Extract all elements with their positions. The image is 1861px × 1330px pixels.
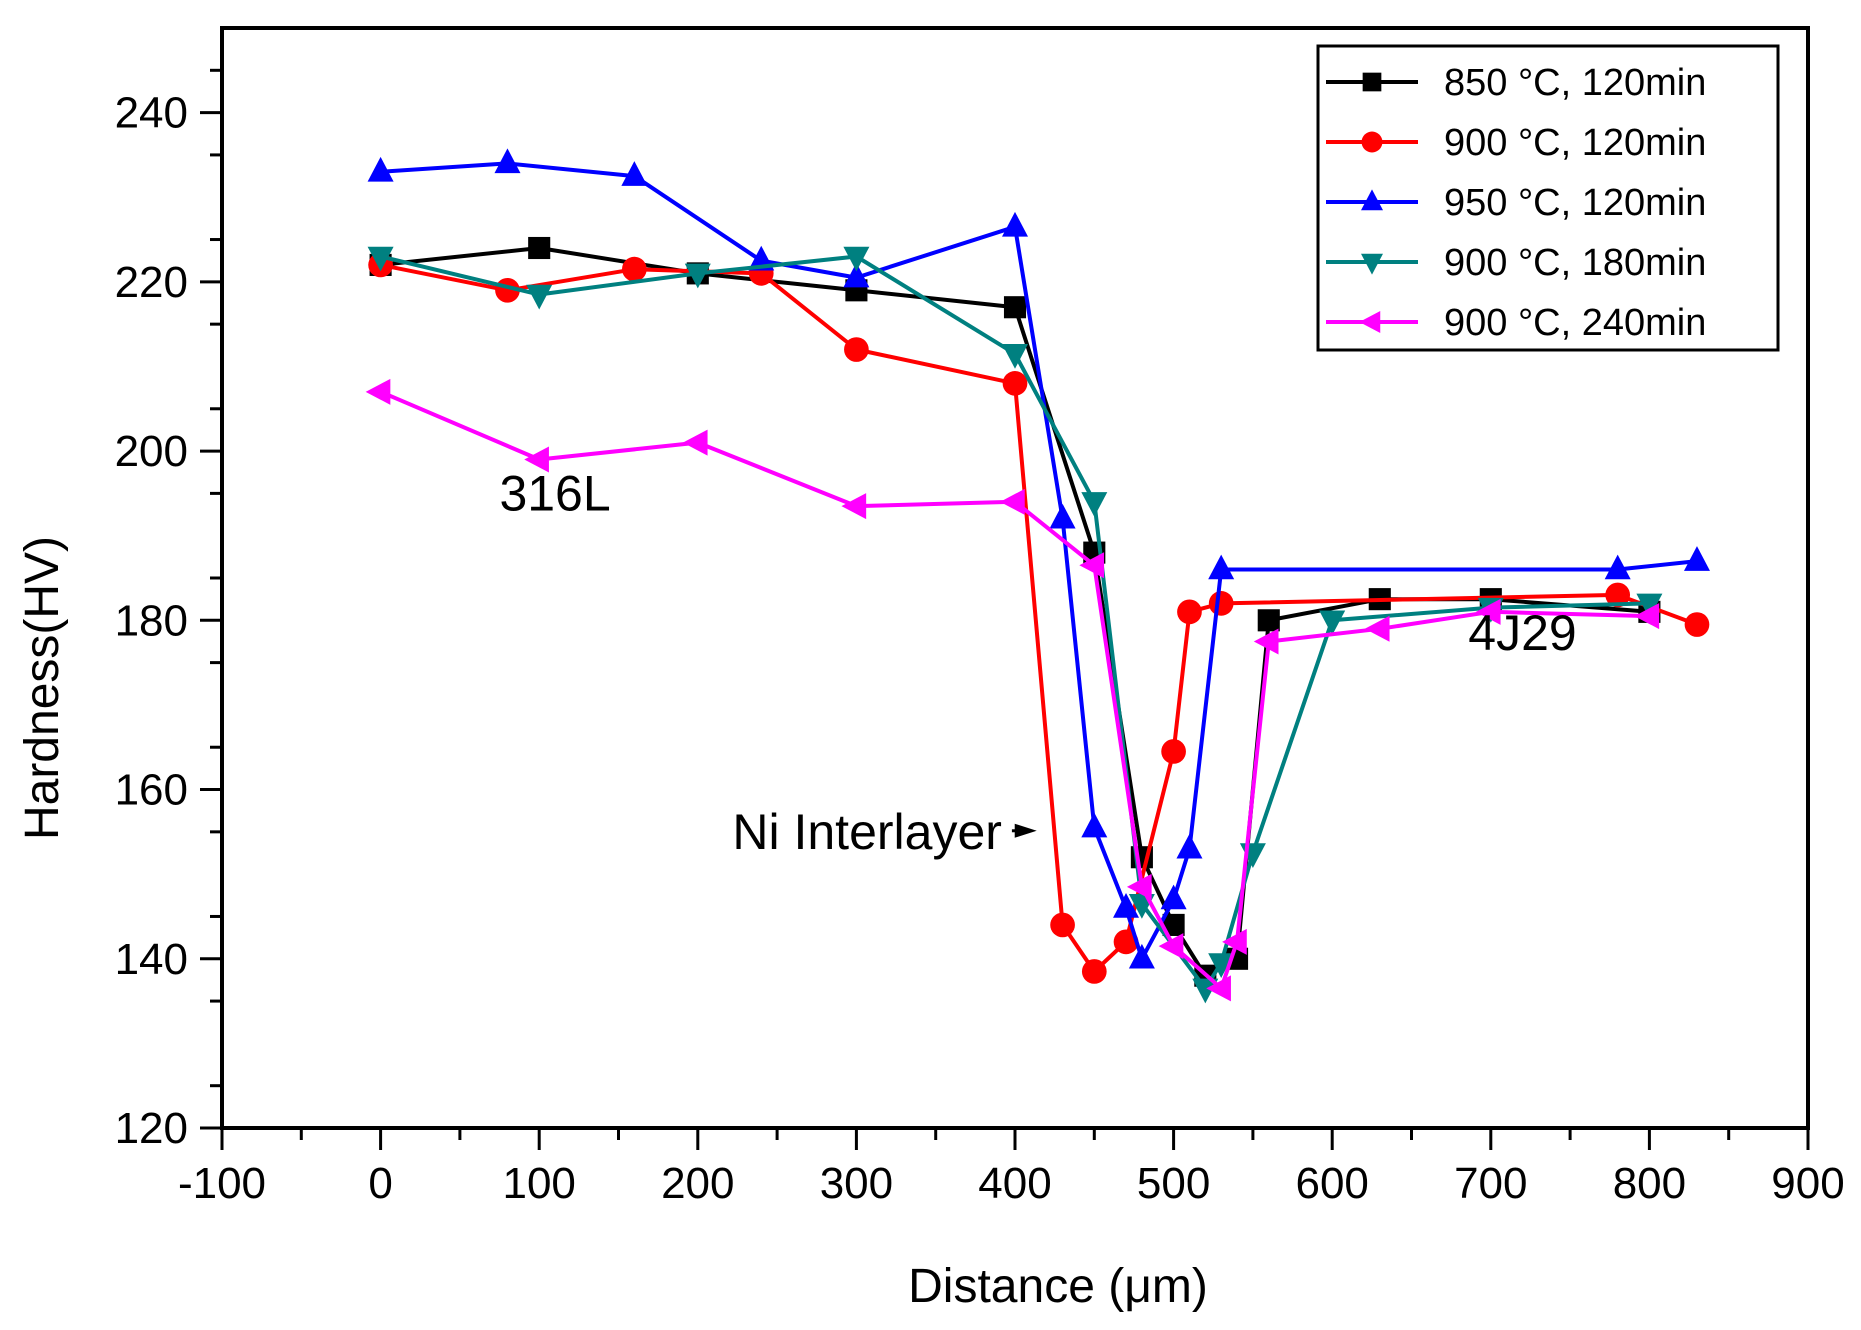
legend-marker — [1361, 253, 1383, 275]
data-point — [1192, 978, 1219, 1004]
legend-marker — [1362, 72, 1382, 92]
x-tick-label: 800 — [1613, 1159, 1686, 1208]
data-point — [1177, 599, 1202, 625]
data-point — [1160, 884, 1187, 910]
y-tick-label: 120 — [115, 1104, 188, 1153]
legend-label: 850 °C, 120min — [1444, 62, 1706, 104]
data-point — [1049, 503, 1076, 529]
data-point — [494, 148, 521, 174]
data-point — [528, 236, 551, 260]
legend-marker — [1361, 131, 1383, 153]
data-point — [1003, 296, 1027, 319]
y-tick-label: 180 — [115, 596, 188, 645]
data-point — [1475, 598, 1501, 625]
x-tick-label: 100 — [502, 1159, 575, 1208]
data-point — [1002, 211, 1028, 237]
data-point — [844, 337, 869, 362]
x-tick-label: 500 — [1137, 1159, 1210, 1208]
legend-label: 950 °C, 120min — [1444, 182, 1706, 224]
data-point — [1162, 913, 1185, 936]
data-point — [1002, 371, 1028, 396]
series-4 — [367, 246, 1663, 1004]
x-tick-label: -100 — [178, 1159, 266, 1208]
annotation-arrowhead — [1014, 823, 1037, 838]
series-line — [379, 389, 1650, 991]
x-tick-label: 600 — [1295, 1159, 1368, 1208]
data-point — [1257, 609, 1280, 632]
data-point — [1208, 554, 1235, 580]
y-tick-label: 160 — [115, 766, 188, 815]
axis-layer: -100 0 100 200 300 400 500 600 700 800 900 120 140 16… — [115, 26, 1845, 1208]
x-axis-label: Distance (μm) — [908, 1260, 1208, 1313]
data-point — [1634, 603, 1660, 630]
legend-label: 900 °C, 180min — [1444, 242, 1706, 284]
annotation-label: 4J29 — [1468, 605, 1576, 661]
data-point — [1176, 833, 1203, 859]
x-tick-label: 700 — [1454, 1159, 1527, 1208]
data-point — [1158, 933, 1184, 960]
series-3 — [367, 148, 1710, 969]
legend-label: 900 °C, 120min — [1444, 122, 1706, 164]
data-point — [1113, 893, 1140, 918]
series-5 — [365, 378, 1660, 1002]
data-point — [843, 246, 870, 272]
data-point — [1605, 582, 1631, 608]
x-tick-label: 0 — [368, 1159, 392, 1208]
data-point — [1002, 344, 1028, 369]
data-point — [841, 493, 867, 520]
data-point — [1128, 943, 1155, 969]
data-point — [526, 284, 553, 310]
data-point — [682, 429, 708, 456]
data-point — [365, 378, 391, 405]
data-point — [1000, 488, 1025, 515]
data-point — [1113, 929, 1139, 955]
data-point — [1206, 975, 1231, 1002]
data-point — [684, 263, 711, 289]
data-point — [1081, 492, 1108, 517]
x-tick-label: 300 — [820, 1159, 893, 1208]
data-point — [1222, 928, 1247, 955]
data-point — [843, 262, 870, 288]
data-point — [621, 161, 648, 186]
x-tick-label: 900 — [1771, 1159, 1844, 1208]
annotation-label: 316L — [499, 465, 610, 521]
data-point — [1208, 591, 1234, 616]
data-point — [1253, 628, 1279, 655]
y-axis-label: Hardness(HV) — [16, 536, 69, 840]
data-point — [1636, 593, 1663, 619]
series-line — [380, 246, 1650, 978]
data-point — [1081, 959, 1107, 984]
data-point — [1684, 612, 1710, 637]
legend-marker — [1359, 311, 1381, 333]
data-point — [1208, 953, 1235, 978]
data-point — [1319, 610, 1346, 636]
data-point — [524, 446, 549, 473]
data-point — [367, 156, 394, 182]
legend-label: 900 °C, 240min — [1444, 302, 1706, 344]
series-layer — [365, 148, 1710, 1004]
legend: 850 °C, 120min 900 °C, 120min 950 °C, 120m… — [1316, 44, 1780, 352]
data-point — [1050, 912, 1075, 938]
x-tick-label: 200 — [661, 1159, 734, 1208]
data-point — [1683, 546, 1710, 571]
y-tick-label: 200 — [115, 427, 188, 476]
legend-box — [1316, 44, 1780, 352]
data-point — [1126, 873, 1152, 900]
data-point — [622, 256, 647, 282]
legend-marker — [1361, 189, 1383, 211]
data-point — [1604, 554, 1631, 580]
data-point — [1161, 739, 1186, 764]
data-point — [1364, 615, 1390, 642]
y-tick-label: 220 — [115, 258, 188, 307]
annotation-label: Ni Interlayer — [732, 804, 1002, 860]
data-point — [1081, 812, 1108, 838]
annotation-layer: 316L 4J29 Ni Interlayer — [499, 465, 1576, 859]
y-tick-label: 140 — [115, 935, 188, 984]
x-tick-label: 400 — [978, 1159, 1051, 1208]
data-point — [367, 246, 394, 272]
y-tick-label: 240 — [115, 89, 188, 138]
data-point — [1079, 552, 1105, 579]
